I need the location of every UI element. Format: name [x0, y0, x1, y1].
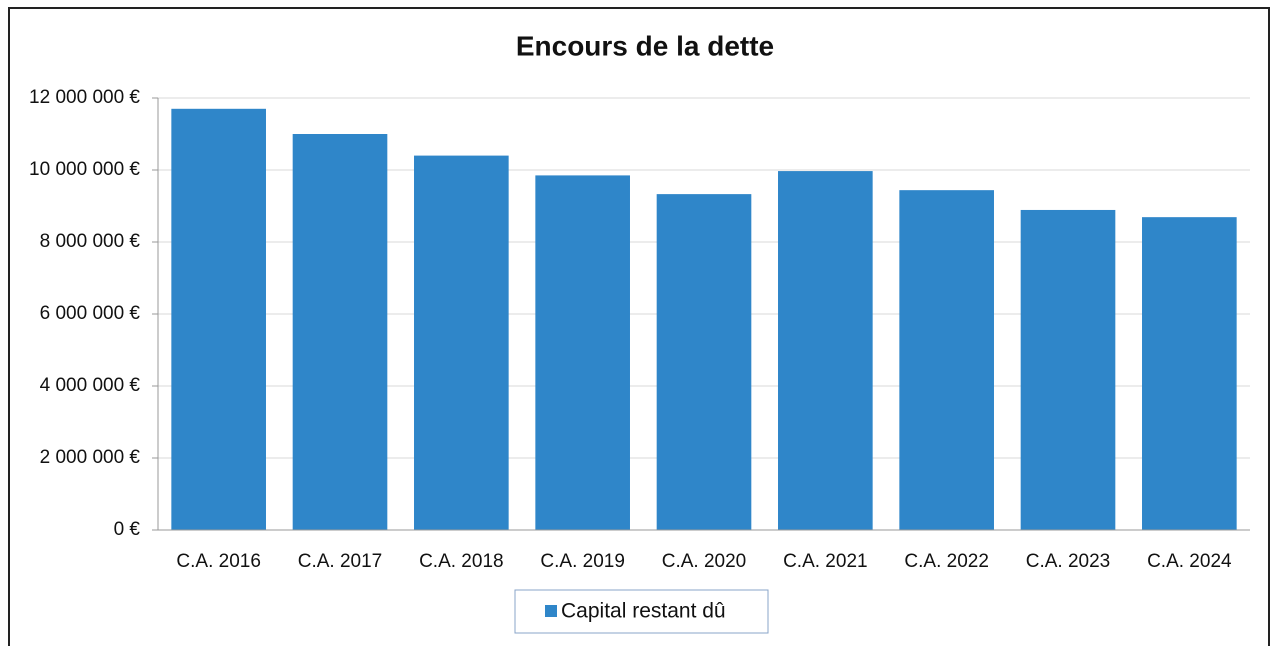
x-tick-label: C.A. 2017: [298, 551, 383, 572]
legend-label: Capital restant dû: [561, 600, 726, 623]
y-tick-label: 12 000 000 €: [29, 87, 140, 108]
x-tick-label: C.A. 2023: [1026, 551, 1111, 572]
bar: [899, 190, 994, 530]
chart-title: Encours de la dette: [516, 30, 774, 61]
x-tick-label: C.A. 2020: [662, 551, 747, 572]
bar: [778, 171, 873, 530]
y-tick-label: 0 €: [114, 519, 141, 540]
bar: [414, 155, 509, 530]
bar: [292, 134, 388, 530]
y-tick-label: 6 000 000 €: [40, 303, 141, 324]
y-tick-label: 10 000 000 €: [29, 159, 140, 180]
bar: [656, 194, 752, 530]
y-tick-label: 2 000 000 €: [40, 447, 141, 468]
bar: [1142, 217, 1237, 530]
legend-swatch: [545, 605, 557, 617]
x-tick-label: C.A. 2024: [1147, 551, 1232, 572]
y-tick-label: 8 000 000 €: [40, 231, 141, 252]
x-tick-label: C.A. 2021: [783, 551, 868, 572]
bar: [1020, 209, 1116, 530]
legend-box: [514, 589, 769, 634]
bar: [171, 108, 266, 531]
chart-frame: [8, 7, 1270, 646]
y-tick-label: 4 000 000 €: [40, 375, 141, 396]
x-tick-label: C.A. 2019: [540, 551, 625, 572]
x-tick-label: C.A. 2022: [904, 551, 989, 572]
x-tick-label: C.A. 2018: [419, 551, 504, 572]
x-tick-label: C.A. 2016: [176, 551, 261, 572]
bar: [535, 175, 630, 530]
